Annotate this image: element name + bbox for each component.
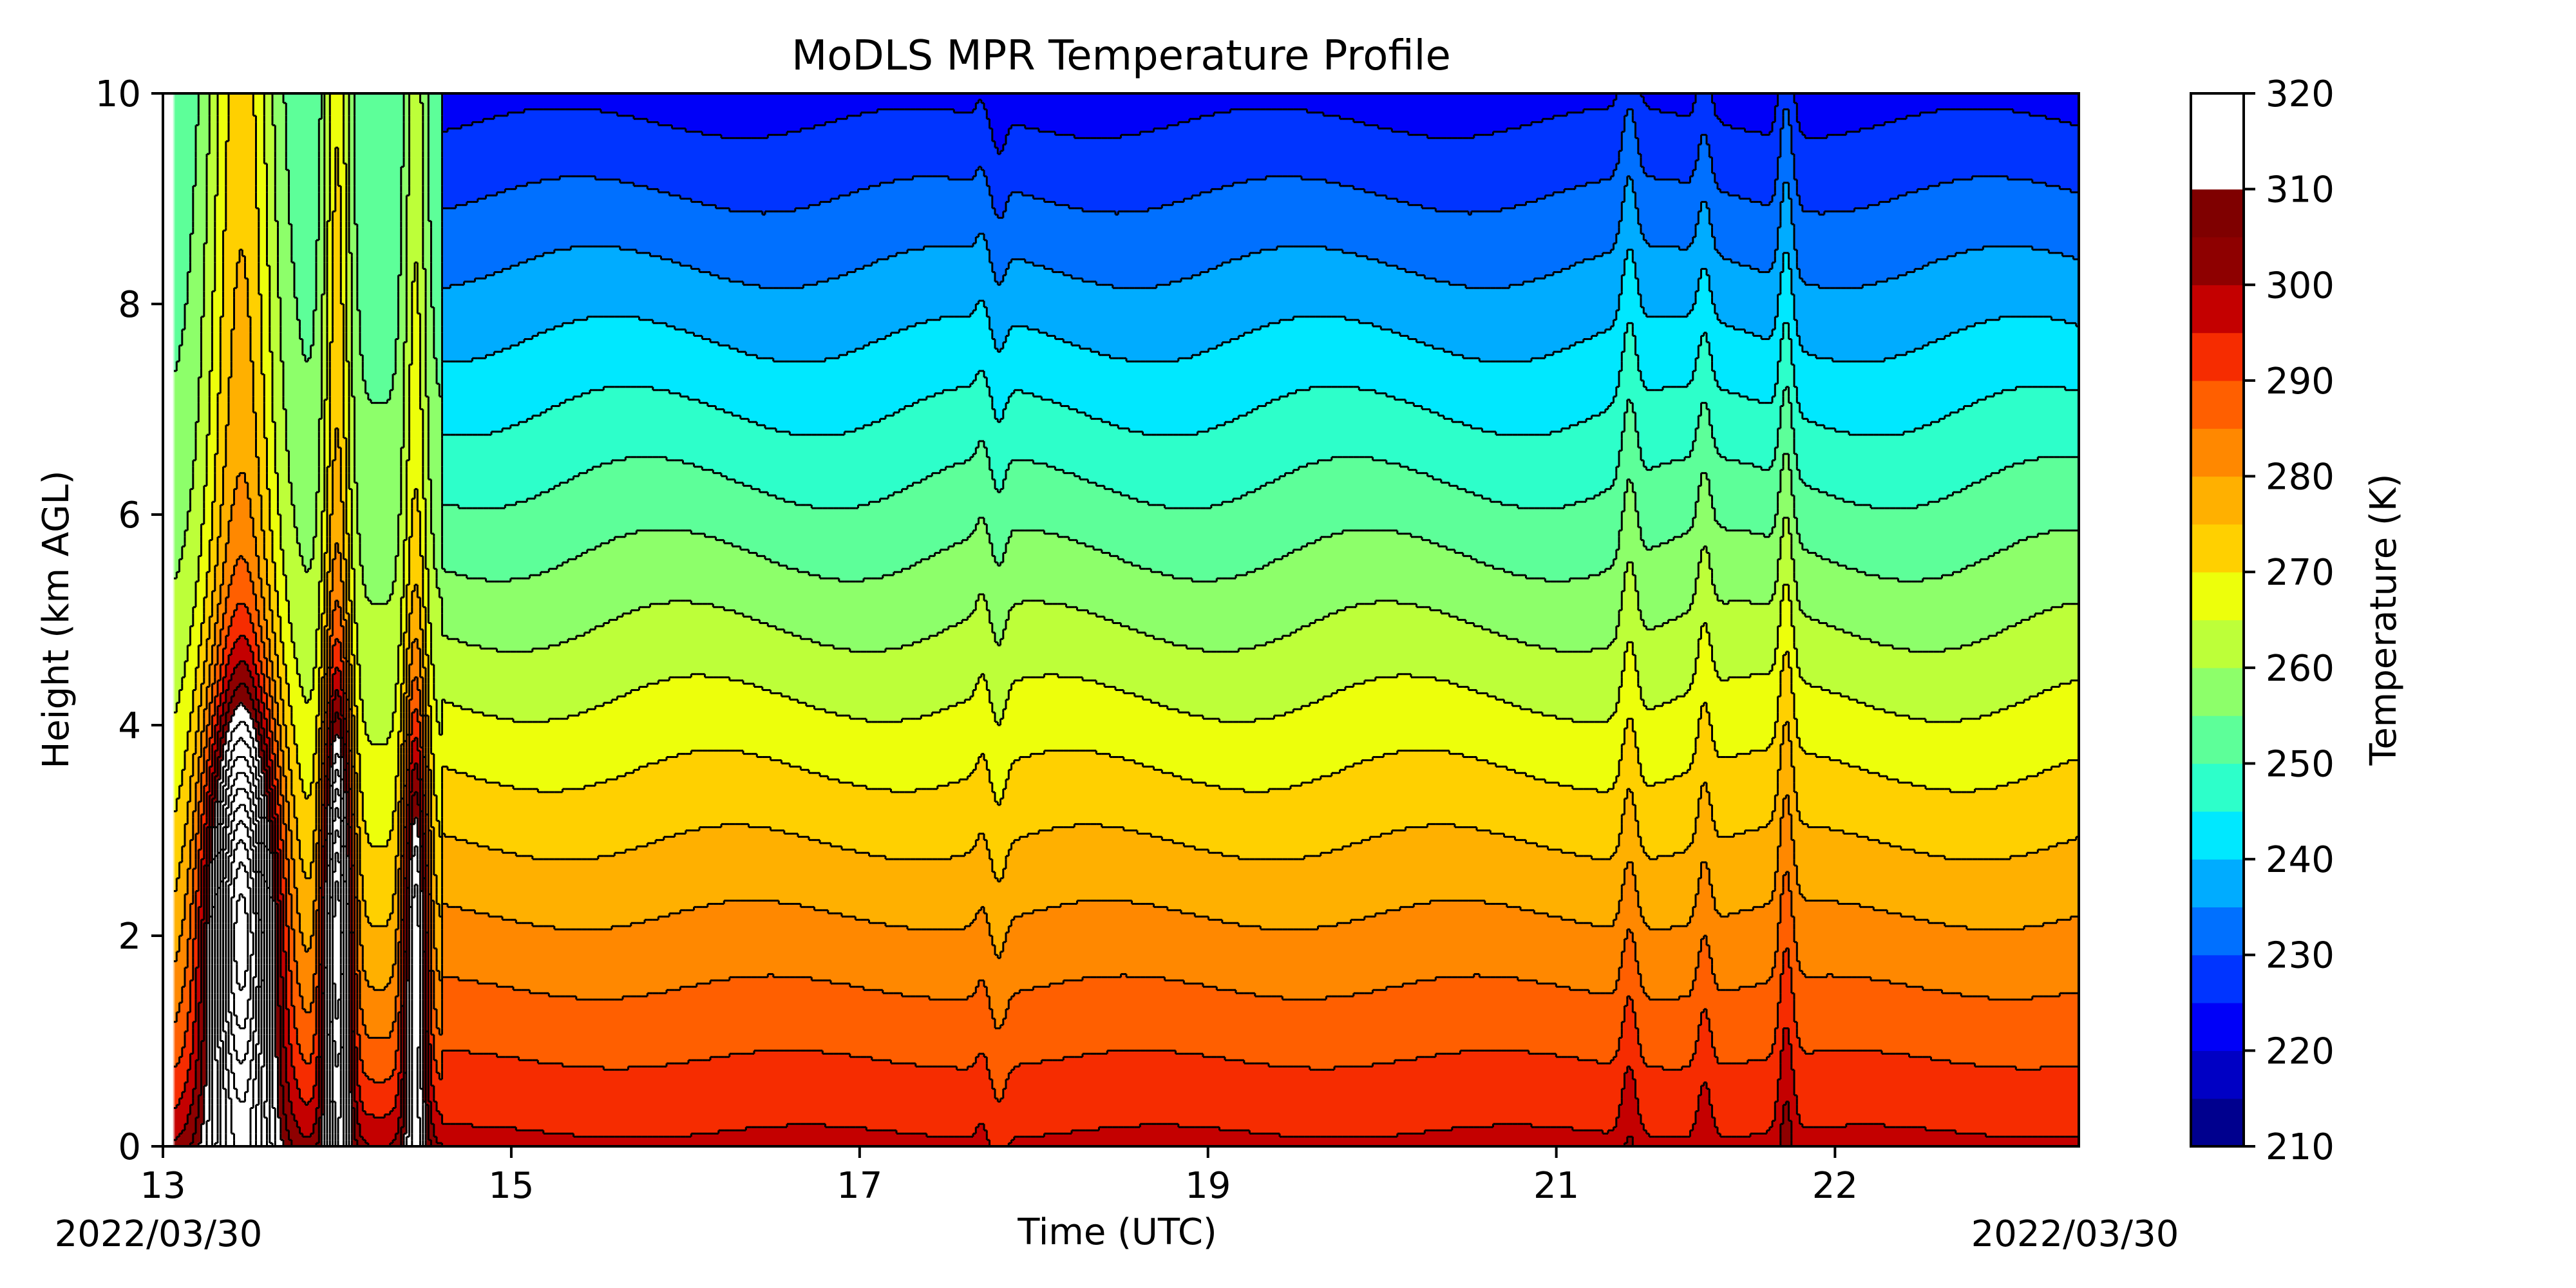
y-tick-label: 6 xyxy=(118,495,141,536)
x-axis-ticks: 13 15 17 19 21 22 xyxy=(140,1146,1858,1207)
colorbar-frame xyxy=(2190,92,2245,1148)
colorbar-segment xyxy=(2191,332,2244,381)
contour-plot-area xyxy=(162,92,2080,1148)
y-tick-label: 8 xyxy=(118,284,141,326)
x-tick-label: 17 xyxy=(837,1165,882,1207)
colorbar-segment xyxy=(2191,715,2244,764)
colorbar-segment xyxy=(2191,572,2244,621)
colorbar-tick-label: 240 xyxy=(2266,839,2334,881)
x-tick-label: 22 xyxy=(1812,1165,1858,1207)
colorbar-segment xyxy=(2191,667,2244,716)
chart-title: MoDLS MPR Temperature Profile xyxy=(791,32,1451,80)
y-tick-label: 0 xyxy=(118,1126,141,1168)
x-tick-label: 21 xyxy=(1533,1165,1579,1207)
x-tick-label: 13 xyxy=(140,1165,185,1207)
colorbar-tick-label: 260 xyxy=(2266,648,2334,690)
colorbar-segment xyxy=(2191,954,2244,1003)
contour-lines xyxy=(174,93,2079,1146)
colorbar-ticks: 210 220 230 240 250 260 270 280 290 300 310 320 xyxy=(2244,73,2334,1168)
colorbar-tick-label: 230 xyxy=(2266,935,2334,977)
colorbar-tick-label: 310 xyxy=(2266,169,2334,211)
colorbar-tick-label: 290 xyxy=(2266,361,2334,402)
y-axis-label: Height (km AGL) xyxy=(35,470,77,768)
colorbar-segment xyxy=(2191,620,2244,668)
colorbar-tick-label: 210 xyxy=(2266,1126,2334,1168)
y-tick-label: 10 xyxy=(95,73,141,115)
colorbar-segment xyxy=(2191,859,2244,908)
colorbar-tick-label: 320 xyxy=(2266,73,2334,115)
date-right: 2022/03/30 xyxy=(1971,1213,2179,1255)
y-axis-ticks: 0 2 4 6 8 10 xyxy=(95,73,163,1168)
colorbar-segment xyxy=(2191,476,2244,525)
colorbar xyxy=(2190,92,2245,1148)
colorbar-tick-label: 300 xyxy=(2266,265,2334,307)
colorbar-segment xyxy=(2191,428,2244,477)
colorbar-segment xyxy=(2191,380,2244,429)
colorbar-segment xyxy=(2191,141,2244,190)
y-tick-label: 4 xyxy=(118,705,141,747)
colorbar-label: Temperature (K) xyxy=(2363,474,2405,766)
contour-line-path xyxy=(174,93,2079,1146)
colorbar-segment xyxy=(2191,763,2244,812)
colorbar-segment xyxy=(2191,1003,2244,1051)
date-left: 2022/03/30 xyxy=(55,1213,263,1255)
colorbar-segment xyxy=(2191,811,2244,860)
x-axis-label: Time (UTC) xyxy=(1017,1211,1217,1253)
plot-frame xyxy=(162,92,2080,1148)
colorbar-tick-label: 280 xyxy=(2266,457,2334,498)
y-tick-label: 2 xyxy=(118,916,141,958)
colorbar-segment xyxy=(2191,524,2244,573)
colorbar-segment xyxy=(2191,1050,2244,1099)
x-tick-label: 19 xyxy=(1185,1165,1231,1207)
colorbar-tick-label: 270 xyxy=(2266,552,2334,594)
x-tick-label: 15 xyxy=(488,1165,534,1207)
colorbar-segment xyxy=(2191,236,2244,285)
colorbar-tick-label: 250 xyxy=(2266,743,2334,785)
colorbar-segment xyxy=(2191,93,2244,142)
colorbar-segment xyxy=(2191,189,2244,238)
colorbar-segment xyxy=(2191,1098,2244,1147)
colorbar-tick-label: 220 xyxy=(2266,1030,2334,1072)
colorbar-segment xyxy=(2191,285,2244,334)
colorbar-segment xyxy=(2191,907,2244,956)
